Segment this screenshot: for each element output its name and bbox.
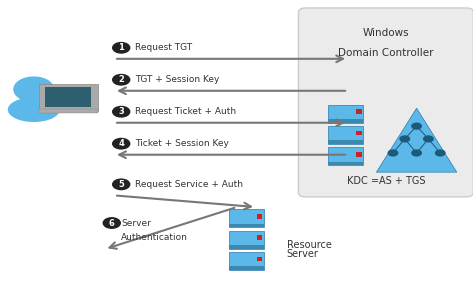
Text: Server: Server xyxy=(287,248,319,258)
Text: 6: 6 xyxy=(109,218,115,227)
Circle shape xyxy=(113,74,130,85)
Text: Request Ticket + Auth: Request Ticket + Auth xyxy=(136,107,237,116)
Text: KDC =AS + TGS: KDC =AS + TGS xyxy=(346,176,425,187)
Polygon shape xyxy=(376,108,457,172)
Text: Request TGT: Request TGT xyxy=(136,43,192,52)
Circle shape xyxy=(436,150,445,156)
Ellipse shape xyxy=(8,97,60,122)
Circle shape xyxy=(14,77,54,102)
Text: Domain Controller: Domain Controller xyxy=(338,48,434,58)
Circle shape xyxy=(424,136,433,142)
Bar xyxy=(356,152,362,157)
Bar xyxy=(229,224,264,227)
Bar xyxy=(356,131,362,135)
Circle shape xyxy=(113,43,130,53)
FancyBboxPatch shape xyxy=(328,105,364,123)
Bar xyxy=(328,162,364,166)
Circle shape xyxy=(113,107,130,117)
Bar xyxy=(257,235,263,240)
Bar xyxy=(328,119,364,123)
FancyBboxPatch shape xyxy=(328,147,364,166)
Circle shape xyxy=(113,179,130,190)
Text: Ticket + Session Key: Ticket + Session Key xyxy=(136,139,229,148)
Text: 1: 1 xyxy=(118,43,124,52)
Text: TGT + Session Key: TGT + Session Key xyxy=(136,75,220,84)
Text: Windows: Windows xyxy=(363,28,409,38)
Text: Resource: Resource xyxy=(287,240,331,250)
Text: Authentication: Authentication xyxy=(121,233,188,242)
Bar xyxy=(257,214,263,219)
Circle shape xyxy=(103,218,120,228)
FancyBboxPatch shape xyxy=(299,8,474,197)
Circle shape xyxy=(113,138,130,149)
FancyBboxPatch shape xyxy=(229,209,264,227)
Circle shape xyxy=(412,123,421,129)
FancyBboxPatch shape xyxy=(328,126,364,144)
Text: Request Service + Auth: Request Service + Auth xyxy=(136,180,243,189)
Bar xyxy=(257,257,263,261)
Bar xyxy=(328,140,364,144)
Bar xyxy=(38,110,98,113)
Bar xyxy=(229,245,264,249)
Text: 5: 5 xyxy=(118,180,124,189)
Text: 4: 4 xyxy=(118,139,124,148)
Circle shape xyxy=(412,150,421,156)
Text: 3: 3 xyxy=(118,107,124,116)
Bar xyxy=(356,110,362,114)
FancyBboxPatch shape xyxy=(229,252,264,270)
FancyBboxPatch shape xyxy=(38,84,98,111)
FancyBboxPatch shape xyxy=(45,87,91,107)
FancyBboxPatch shape xyxy=(229,231,264,249)
Text: Server: Server xyxy=(121,218,151,227)
Circle shape xyxy=(388,150,398,156)
Circle shape xyxy=(400,136,410,142)
Bar xyxy=(229,266,264,270)
Text: 2: 2 xyxy=(118,75,124,84)
